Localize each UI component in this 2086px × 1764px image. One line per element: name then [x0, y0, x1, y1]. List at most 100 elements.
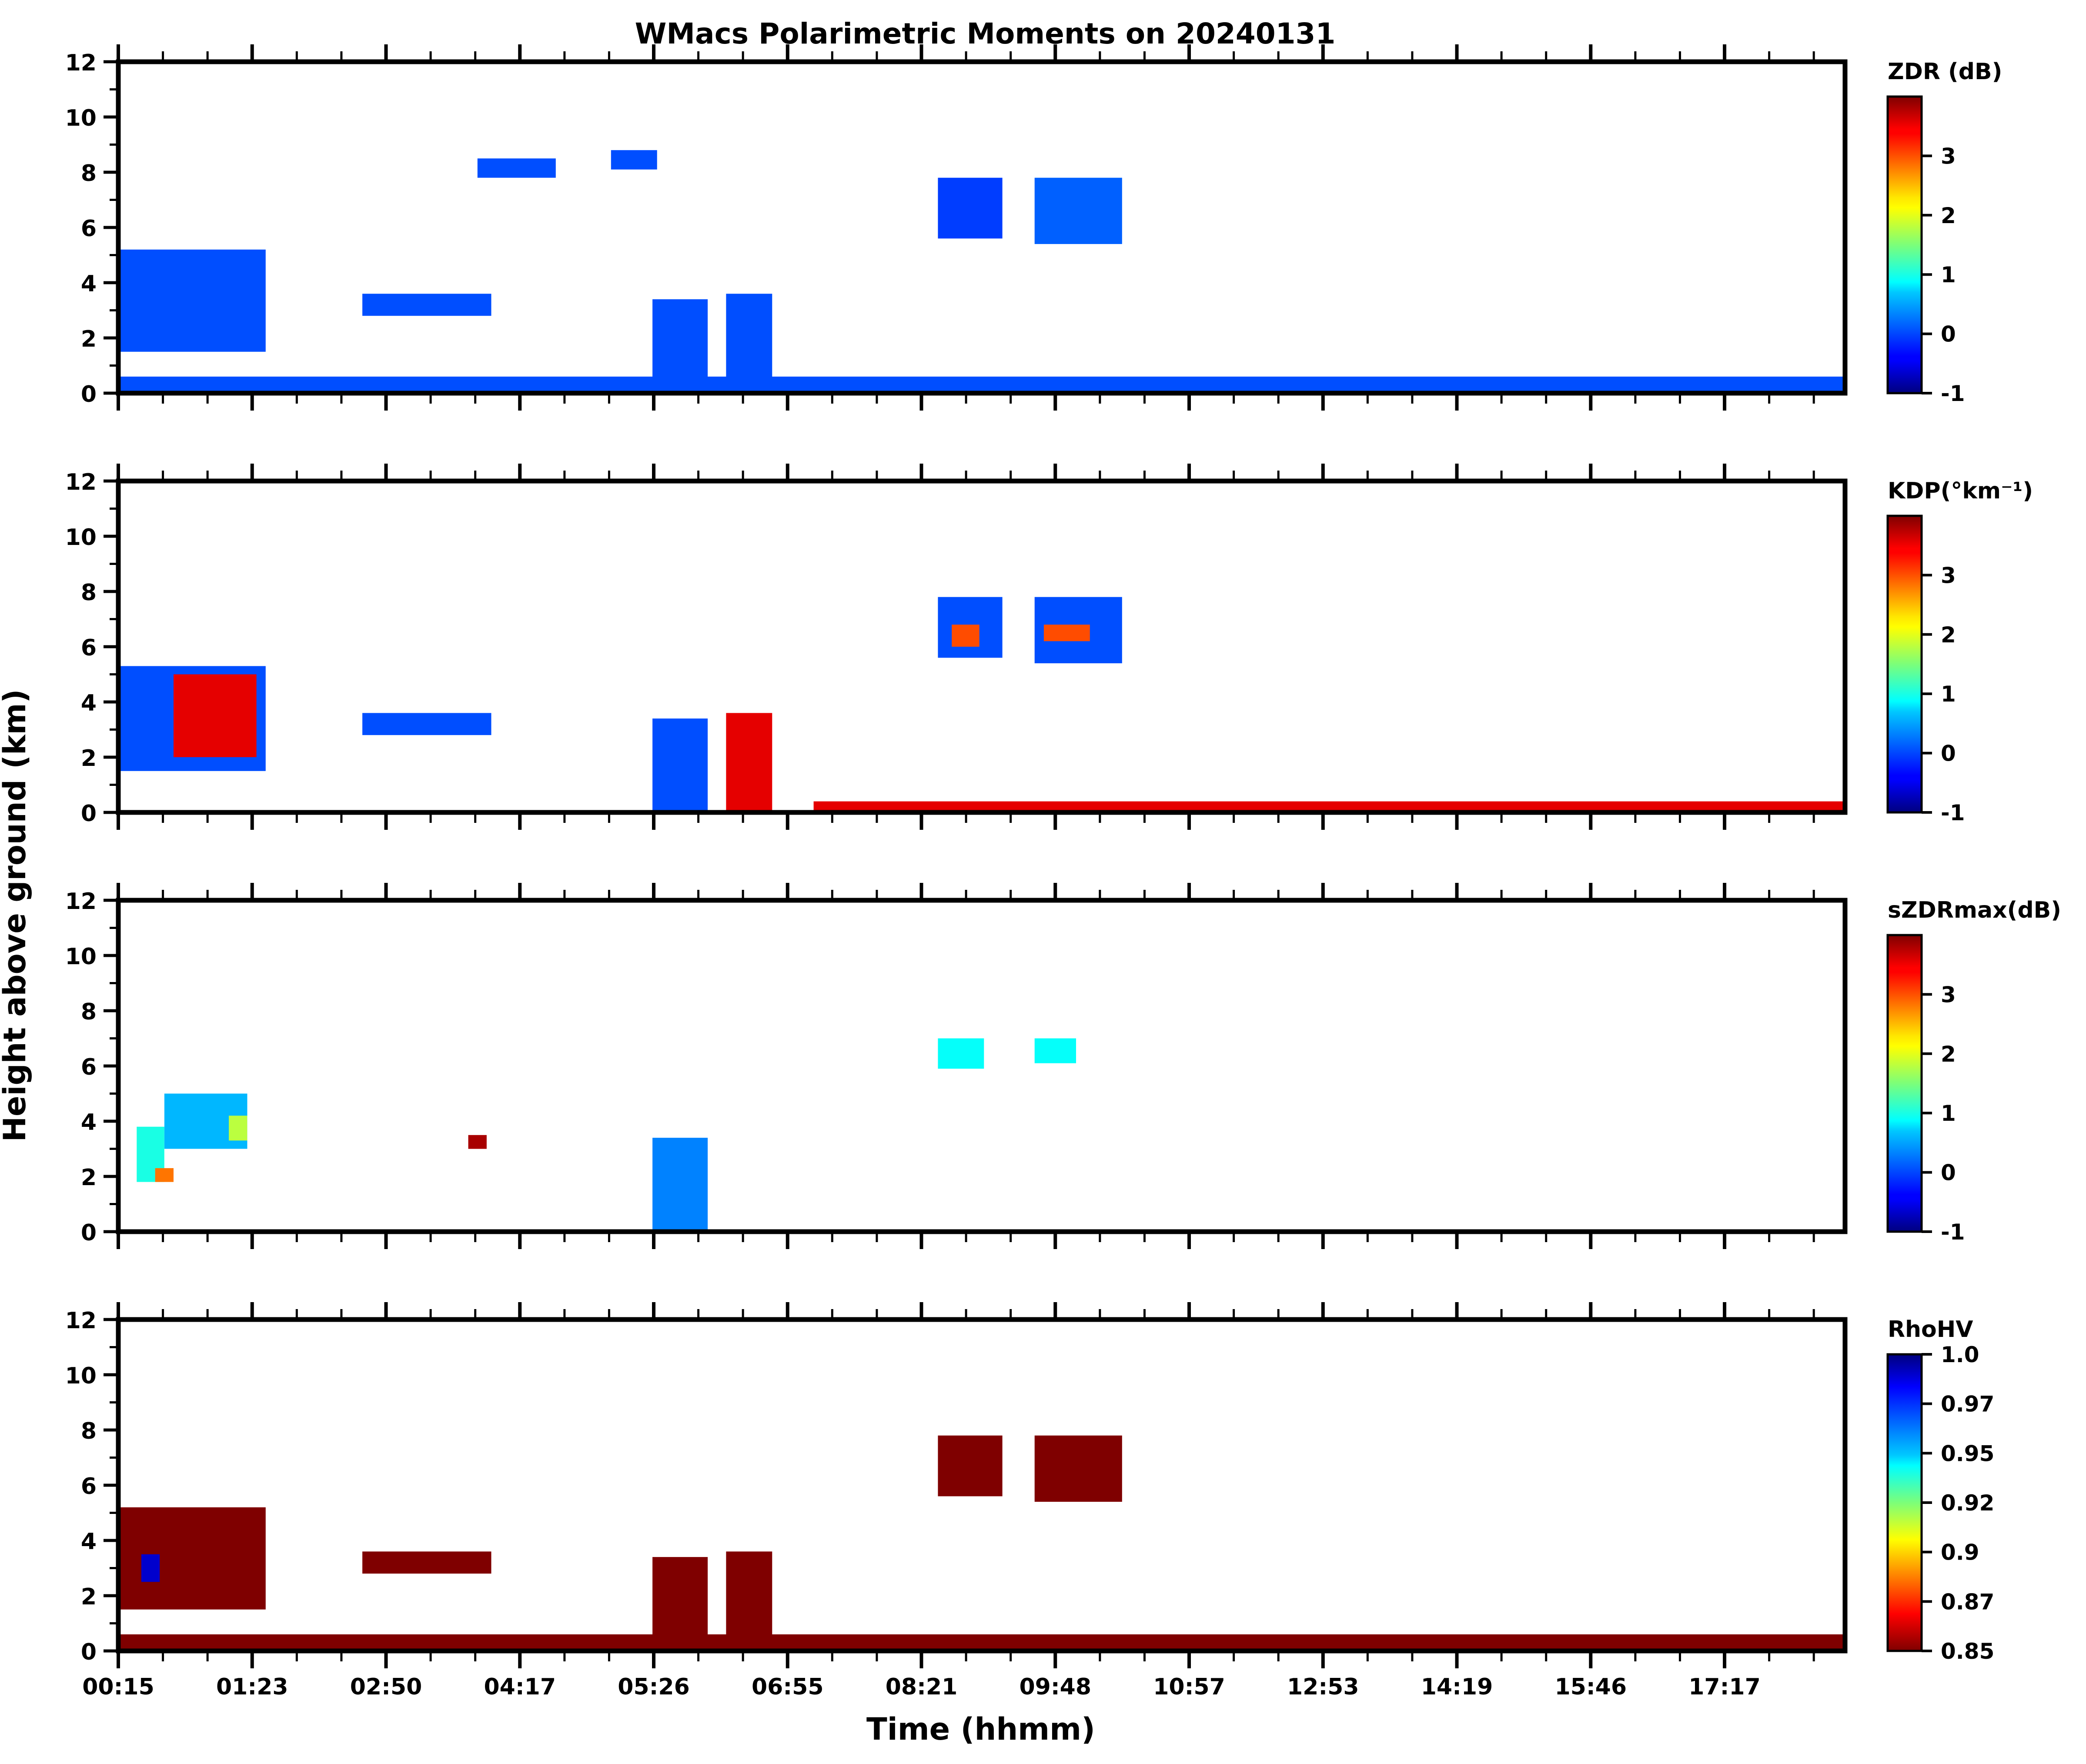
data-region-7 — [1034, 177, 1122, 244]
data-region-6 — [952, 625, 979, 647]
colorbar-tick-label: 0 — [1941, 741, 1956, 766]
y-tick-label: 2 — [81, 745, 97, 772]
data-region-3 — [652, 718, 708, 812]
x-tick-label: 04:17 — [484, 1674, 556, 1700]
y-tick-label: 8 — [81, 1418, 97, 1444]
data-region-1 — [174, 674, 257, 757]
x-tick-label: 06:55 — [752, 1674, 824, 1700]
colorbar-label: ZDR (dB) — [1888, 59, 2002, 85]
y-tick-label: 10 — [65, 525, 97, 551]
colorbar-tick-label: 0 — [1941, 322, 1956, 347]
y-tick-label: 2 — [81, 326, 97, 352]
colorbar-label: RhoHV — [1888, 1316, 1973, 1343]
data-region-4 — [726, 713, 772, 812]
y-tick-label: 10 — [65, 944, 97, 970]
y-tick-label: 4 — [81, 1529, 97, 1555]
data-region-8 — [118, 376, 1845, 393]
colorbar-tick-label: 2 — [1941, 203, 1956, 228]
x-tick-label: 00:15 — [82, 1674, 154, 1700]
data-region-7 — [1034, 1038, 1076, 1063]
y-tick-label: 2 — [81, 1165, 97, 1191]
x-tick-label: 05:26 — [618, 1674, 690, 1700]
x-tick-label: 08:21 — [886, 1674, 958, 1700]
y-tick-label: 6 — [81, 635, 97, 661]
colorbar — [1886, 514, 1923, 814]
y-tick-label: 12 — [65, 889, 97, 915]
colorbar — [1886, 934, 1923, 1233]
y-tick-label: 8 — [81, 580, 97, 606]
x-tick-label: 01:23 — [216, 1674, 288, 1700]
colorbar — [1886, 95, 1923, 394]
colorbar-tick-label: 3 — [1941, 982, 1956, 1007]
colorbar-tick-label: 1 — [1941, 262, 1956, 287]
x-tick-label: 02:50 — [350, 1674, 422, 1700]
data-region-3 — [362, 294, 491, 316]
colorbar-tick-label: 3 — [1941, 563, 1956, 588]
x-tick-label: 12:53 — [1287, 1674, 1359, 1700]
colorbar-tick-label: 2 — [1941, 1042, 1956, 1067]
y-tick-label: 8 — [81, 999, 97, 1025]
y-tick-label: 6 — [81, 1473, 97, 1500]
x-tick-label: 15:46 — [1555, 1674, 1627, 1700]
colorbar-tick-label: -1 — [1941, 800, 1965, 825]
colorbar — [1886, 1353, 1923, 1652]
colorbar-tick-label: 2 — [1941, 622, 1956, 648]
y-tick-label: 6 — [81, 216, 97, 242]
y-axis-label: Height above ground (km) — [0, 689, 33, 1142]
y-tick-label: 4 — [81, 690, 97, 716]
y-tick-label: 12 — [65, 50, 97, 76]
data-region-3 — [229, 1116, 247, 1141]
y-tick-label: 6 — [81, 1054, 97, 1080]
data-region-1 — [477, 158, 556, 178]
x-tick-label: 10:57 — [1153, 1674, 1225, 1700]
data-region-7 — [118, 1634, 1845, 1651]
colorbar-tick-label: 0.95 — [1941, 1441, 1994, 1466]
panel-rhohv: 0 2 4 6 8 10 12 00:15 01:23 02:50 04:17 05:26 06:55 0… — [65, 1302, 1994, 1700]
y-tick-label: 0 — [81, 381, 97, 408]
y-tick-label: 12 — [65, 1308, 97, 1334]
data-region-0 — [118, 249, 266, 352]
y-tick-label: 8 — [81, 160, 97, 187]
y-tick-label: 12 — [65, 469, 97, 495]
colorbar-tick-label: 1 — [1941, 682, 1956, 707]
y-tick-label: 0 — [81, 1220, 97, 1246]
y-tick-label: 10 — [65, 105, 97, 131]
colorbar-tick-label: 0.92 — [1941, 1490, 1994, 1516]
data-region-0 — [118, 1507, 266, 1610]
y-tick-label: 4 — [81, 271, 97, 297]
data-region-4 — [468, 1135, 487, 1149]
x-tick-label: 17:17 — [1688, 1674, 1761, 1700]
colorbar-tick-label: 1 — [1941, 1101, 1956, 1126]
colorbar-tick-label: 0.97 — [1941, 1392, 1994, 1417]
colorbar-label: KDP(°km⁻¹) — [1888, 478, 2033, 504]
data-region-8 — [1043, 625, 1090, 641]
data-region-6 — [1034, 1435, 1122, 1502]
data-region-6 — [938, 177, 1003, 239]
colorbar-label: sZDRmax(dB) — [1888, 897, 2061, 923]
colorbar-tick-label: 0.87 — [1941, 1589, 1994, 1614]
data-region-2 — [362, 1551, 491, 1574]
data-region-1 — [141, 1554, 160, 1582]
y-tick-label: 2 — [81, 1584, 97, 1610]
colorbar-tick-label: -1 — [1941, 1219, 1965, 1245]
data-region-5 — [652, 1138, 708, 1232]
x-axis-label: Time (hhmm) — [866, 1711, 1095, 1747]
x-tick-label: 09:48 — [1019, 1674, 1091, 1700]
figure-title: WMacs Polarimetric Moments on 20240131 — [635, 17, 1336, 50]
colorbar-tick-label: -1 — [1941, 381, 1965, 406]
colorbar-tick-label: 3 — [1941, 144, 1956, 169]
y-tick-label: 0 — [81, 801, 97, 827]
colorbar-tick-label: 0 — [1941, 1160, 1956, 1186]
y-tick-label: 4 — [81, 1109, 97, 1136]
x-tick-label: 14:19 — [1421, 1674, 1493, 1700]
data-region-2 — [362, 713, 491, 735]
y-tick-label: 10 — [65, 1363, 97, 1389]
colorbar-tick-label: 1.0 — [1941, 1342, 1979, 1367]
colorbar-tick-label: 0.85 — [1941, 1639, 1994, 1664]
data-region-5 — [938, 1435, 1003, 1497]
